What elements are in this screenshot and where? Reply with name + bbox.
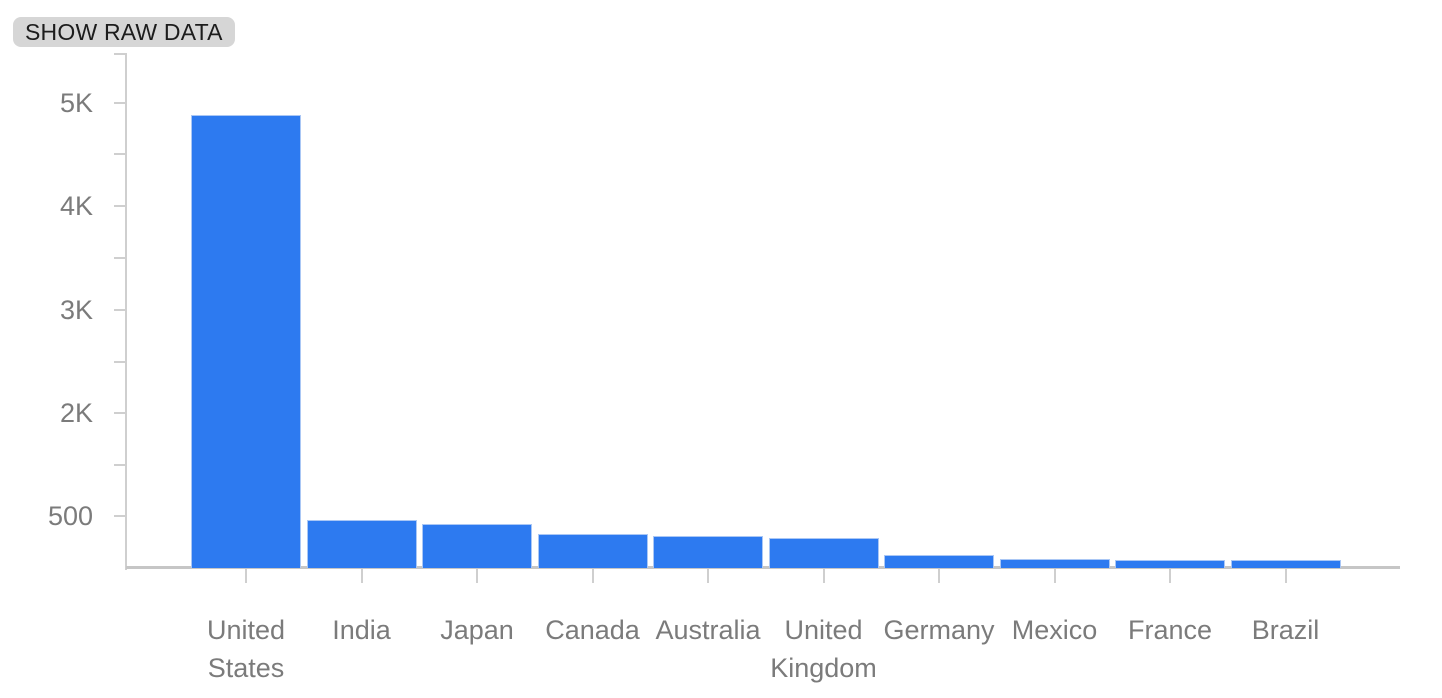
y-axis-minor-tick <box>114 257 126 259</box>
x-tick-label-india: India <box>332 615 391 645</box>
x-tick-label-france: France <box>1127 615 1213 645</box>
x-axis-tick <box>1053 569 1056 583</box>
y-axis-minor-tick <box>114 153 126 156</box>
x-tick-label-japan: Japan <box>440 615 514 645</box>
y-tick-label: 5K <box>59 87 93 118</box>
y-tick-label: 4K <box>59 191 93 222</box>
bar-united-kingdom[interactable] <box>768 538 879 568</box>
x-axis-tick <box>938 569 940 583</box>
x-tick-label-mexico: Mexico <box>1011 615 1098 645</box>
y-axis-line <box>125 53 127 570</box>
bar-france[interactable] <box>1115 559 1225 568</box>
bar-germany[interactable] <box>884 554 994 568</box>
x-tick-label-australia: Australia <box>655 615 761 645</box>
x-tick-label-brazil: Brazil <box>1251 615 1320 645</box>
bar-japan[interactable] <box>422 523 532 568</box>
x-tick-label-germany: Germany <box>883 615 995 645</box>
x-tick-label-united-states: United States <box>206 615 286 683</box>
x-axis-line <box>126 566 1400 569</box>
y-axis-tick <box>114 101 126 104</box>
y-axis-tick <box>114 514 126 517</box>
bar-australia[interactable] <box>653 535 763 568</box>
bar-india[interactable] <box>306 519 417 568</box>
bar-canada[interactable] <box>537 534 648 568</box>
y-tick-label: 500 <box>47 500 93 531</box>
bar-united-states[interactable] <box>191 115 301 568</box>
x-tick-label-united-kingdom: United Kingdom <box>770 615 877 683</box>
y-axis-tick <box>114 412 126 415</box>
x-tick-label-canada: Canada <box>545 615 640 645</box>
x-axis-tick <box>707 569 709 583</box>
y-tick-label: 3K <box>59 294 93 325</box>
bar-brazil[interactable] <box>1230 560 1341 568</box>
y-axis-minor-tick <box>114 463 126 466</box>
y-tick-label: 2K <box>59 398 93 429</box>
show-raw-data-button[interactable]: SHOW RAW DATA <box>13 17 235 47</box>
x-axis-tick <box>360 569 363 583</box>
x-axis-tick <box>245 569 247 583</box>
x-axis-tick <box>1284 569 1287 583</box>
y-axis-tick <box>114 205 126 208</box>
x-axis-tick <box>591 569 594 583</box>
x-axis-tick <box>476 569 478 583</box>
bar-mexico[interactable] <box>999 558 1110 568</box>
y-axis-minor-tick <box>114 360 126 363</box>
x-axis-tick <box>822 569 825 583</box>
y-axis-tick <box>114 308 126 311</box>
x-axis-tick <box>1169 569 1171 583</box>
y-axis-tick <box>114 52 126 55</box>
